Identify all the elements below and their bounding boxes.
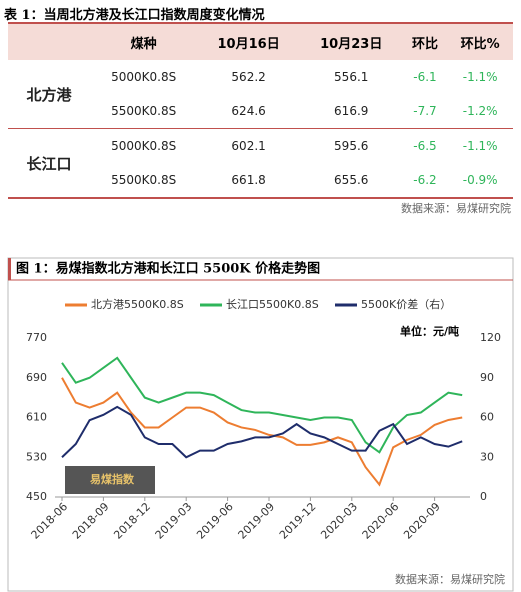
header-cell: 10月16日 (197, 23, 300, 60)
group-cell: 长江口 (8, 128, 90, 198)
legend-label: 北方港5500K0.8S (91, 297, 184, 311)
unit: 单位：元/吨 (400, 324, 459, 338)
chart-frame (7, 257, 514, 592)
table-cell: -0.9% (462, 173, 498, 187)
legend-label: 5500K价差（右） (361, 297, 451, 311)
x-tick-label: 2020-06 (360, 500, 402, 542)
table-cell: -7.7 (413, 104, 437, 118)
x-tick-label: 2018-06 (29, 500, 71, 542)
y2-tick-label: 90 (480, 371, 494, 384)
table-cell: 556.1 (334, 70, 369, 84)
x-tick-label: 2018-12 (111, 500, 153, 542)
x-tick-label: 2018-09 (70, 500, 112, 542)
header-cell: 10月23日 (299, 23, 403, 60)
table-cell: -6.2 (413, 173, 437, 187)
series-line (61, 405, 463, 459)
x-tick-label: 2019-09 (236, 500, 278, 542)
table-cell: 5500K0.8S (111, 173, 177, 187)
table-row: 长江口 5000K0.8S 602.1 595.6 -6.5 -1.1% (8, 128, 513, 198)
chart-title: 图 1：易煤指数北方港和长江口 5500K 价格走势图 (16, 261, 320, 277)
x-tick-label: 2019-06 (194, 500, 236, 542)
table-cell: 5500K0.8S (111, 104, 177, 118)
table-cell: -1.1% (462, 70, 498, 84)
group-cell: 北方港 (26, 85, 72, 104)
header-row: 煤种 10月16日 10月23日 环比 环比% (8, 23, 513, 60)
title-bar (8, 258, 11, 280)
table-cell: 602.1 (197, 128, 300, 163)
header-cell (8, 23, 90, 60)
y-tick-label: 610 (26, 411, 47, 424)
table-cell: 661.8 (231, 173, 266, 187)
y2-tick-label: 30 (480, 450, 494, 463)
series-line (61, 356, 463, 454)
header-cell: 煤种 (90, 23, 198, 60)
table-row: 北方港 5000K0.8S 562.2 556.1 -6.1 -1.1% (8, 60, 513, 104)
table-cell: 562.2 (231, 70, 266, 84)
table-cell: -1.2% (462, 104, 498, 118)
table-row: 5500K0.8S 624.6 616.9 -7.7 -1.2% (8, 94, 513, 129)
table-row: 5500K0.8S 661.8 655.6 -6.2 -0.9% (8, 163, 513, 198)
y-tick-label: 450 (26, 490, 47, 503)
y2-tick-label: 120 (480, 331, 501, 344)
table-cell: 624.6 (231, 104, 266, 118)
chart-source: 数据来源：易煤研究院 (395, 572, 505, 586)
table-cell: 655.6 (334, 173, 369, 187)
watermark: 易煤指数 (90, 472, 135, 486)
table-cell: 616.9 (334, 104, 369, 118)
y2-tick-label: 60 (480, 411, 494, 424)
header-cell: 环比% (447, 23, 513, 60)
table-title: 表 1：当周北方港及长江口指数周度变化情况 (4, 8, 265, 23)
x-tick-label: 2019-12 (277, 500, 319, 542)
x-tick-label: 2020-09 (401, 500, 443, 542)
data-table: 煤种 10月16日 10月23日 环比 环比% 北方港 5000K0.8S 562.2 556.… (8, 22, 513, 199)
table-cell: 5000K0.8S (90, 128, 198, 163)
watermark-box (65, 466, 155, 494)
table-cell: 5000K0.8S (111, 70, 177, 84)
header-cell: 环比 (402, 23, 448, 60)
y2-tick-label: 0 (480, 490, 487, 503)
series-line (61, 377, 463, 487)
y-tick-label: 690 (26, 371, 47, 384)
x-tick-label: 2020-03 (318, 500, 360, 542)
legend-label: 长江口5500K0.8S (226, 298, 319, 311)
table-cell: -6.5 (402, 128, 448, 163)
table-cell: 595.6 (299, 128, 403, 163)
y-tick-label: 530 (26, 450, 47, 463)
y-tick-label: 770 (26, 331, 47, 344)
table-source: 数据来源：易煤研究院 (401, 202, 511, 215)
table-cell: -1.1% (447, 128, 513, 163)
x-tick-label: 2019-03 (153, 500, 195, 542)
table-cell: -6.1 (413, 70, 437, 84)
